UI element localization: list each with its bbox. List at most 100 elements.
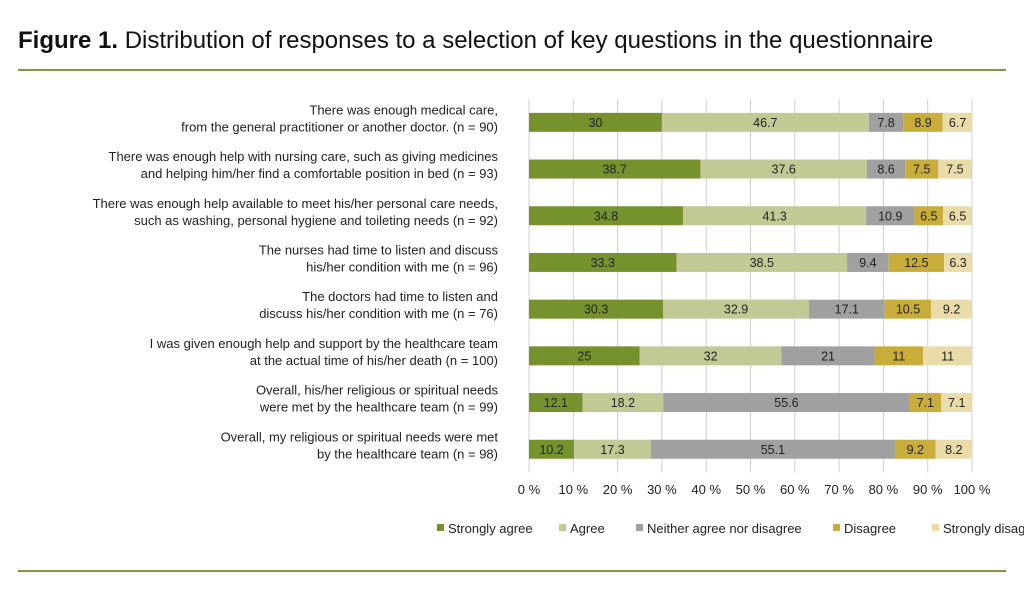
bar-segment <box>700 159 868 179</box>
bar-segment <box>888 252 945 272</box>
data-label: 55.1 <box>761 443 785 457</box>
category-label: by the healthcare team (n = 98) <box>317 446 498 461</box>
legend-label: Disagree <box>844 521 896 536</box>
legend-swatch <box>559 524 566 531</box>
bar-segment <box>874 346 924 366</box>
top-rule <box>18 69 1006 71</box>
bar-segment <box>639 346 782 366</box>
data-label: 9.4 <box>859 256 876 270</box>
bar-segment <box>923 346 972 366</box>
data-label: 11 <box>892 349 905 363</box>
bar-segment <box>943 206 972 226</box>
data-label: 30 <box>588 116 602 130</box>
data-label: 7.8 <box>877 116 894 130</box>
bar-segment <box>582 393 664 413</box>
x-tick-label: 0 % <box>518 482 541 497</box>
bar-segment <box>940 393 973 413</box>
bar-segment <box>909 393 941 413</box>
bar-segment <box>914 206 944 226</box>
legend-label: Strongly disagree <box>943 521 1024 536</box>
data-label: 55.6 <box>774 396 798 410</box>
data-label: 17.1 <box>835 303 859 317</box>
data-label: 6.7 <box>949 116 966 130</box>
bar-segment <box>663 393 910 413</box>
data-label: 7.5 <box>913 163 930 177</box>
category-label: discuss his/her condition with me (n = 7… <box>259 306 498 321</box>
bar-segment <box>683 206 867 226</box>
data-label: 21 <box>821 349 835 363</box>
bar-segment <box>529 299 664 319</box>
data-label: 12.1 <box>544 396 568 410</box>
data-label: 17.3 <box>600 443 624 457</box>
bar-segment <box>529 252 677 272</box>
figure-caption: Distribution of responses to a selection… <box>124 27 934 54</box>
data-label: 10.9 <box>878 209 902 223</box>
data-label: 33.3 <box>591 256 615 270</box>
bar-segment <box>868 112 904 132</box>
category-label: Overall, his/her religious or spiritual … <box>256 383 499 398</box>
data-label: 38.7 <box>603 163 627 177</box>
data-label: 9.2 <box>943 303 960 317</box>
category-label: The nurses had time to listen and discus… <box>259 242 499 257</box>
data-label: 7.1 <box>948 396 965 410</box>
bar-segment <box>650 439 895 459</box>
category-label: I was given enough help and support by t… <box>150 336 498 351</box>
category-label: Overall, my religious or spiritual needs… <box>221 429 499 444</box>
category-label: There was enough help with nursing care,… <box>109 149 499 164</box>
bar-segment <box>867 159 906 179</box>
x-tick-label: 40 % <box>691 482 721 497</box>
bar-segment <box>529 206 684 226</box>
bar-segment <box>529 112 662 132</box>
bar-segment <box>847 252 889 272</box>
data-label: 9.2 <box>907 443 924 457</box>
data-label: 10.2 <box>539 443 563 457</box>
x-tick-label: 90 % <box>913 482 943 497</box>
data-label: 10.5 <box>896 303 920 317</box>
bar-segment <box>663 299 809 319</box>
legend-swatch <box>833 524 840 531</box>
x-tick-label: 10 % <box>558 482 588 497</box>
x-tick-label: 30 % <box>647 482 677 497</box>
bar-segment <box>942 112 973 132</box>
category-label: from the general practitioner or another… <box>181 119 498 134</box>
data-label: 6.5 <box>949 209 966 223</box>
bar-segment <box>884 299 932 319</box>
data-label: 38.5 <box>750 256 774 270</box>
bar-segment <box>529 439 575 459</box>
bar-segment <box>808 299 885 319</box>
category-label: were met by the healthcare team (n = 99) <box>259 400 498 415</box>
bar-segment <box>574 439 651 459</box>
data-label: 34.8 <box>594 209 618 223</box>
figure-label: Figure 1. <box>18 27 119 54</box>
bar-segment <box>944 252 972 272</box>
data-label: 6.5 <box>920 209 937 223</box>
data-label: 8.6 <box>877 163 894 177</box>
data-label: 8.9 <box>914 116 931 130</box>
legend-swatch <box>636 524 643 531</box>
bar-segment <box>676 252 848 272</box>
bar-segment <box>894 439 936 459</box>
figure-title: Figure 1. Distribution of responses to a… <box>18 27 933 55</box>
category-label: There was enough medical care, <box>309 102 498 117</box>
data-label: 8.2 <box>945 443 962 457</box>
data-label: 7.1 <box>917 396 934 410</box>
bar-segment <box>938 159 972 179</box>
data-label: 25 <box>577 349 591 363</box>
data-label: 6.3 <box>949 256 966 270</box>
bar-segment <box>903 112 943 132</box>
bar-segment <box>935 439 972 459</box>
data-label: 11 <box>941 349 954 363</box>
data-label: 32 <box>704 349 718 363</box>
x-tick-label: 20 % <box>603 482 633 497</box>
category-label: his/her condition with me (n = 96) <box>306 259 498 274</box>
legend-swatch <box>437 524 444 531</box>
bar-segment <box>905 159 939 179</box>
legend-label: Agree <box>570 521 605 536</box>
legend-label: Neither agree nor disagree <box>647 521 802 536</box>
data-label: 37.6 <box>772 163 796 177</box>
category-label: at the actual time of his/her death (n =… <box>250 353 498 368</box>
data-label: 30.3 <box>584 303 608 317</box>
category-label: such as washing, personal hygiene and to… <box>134 213 498 228</box>
